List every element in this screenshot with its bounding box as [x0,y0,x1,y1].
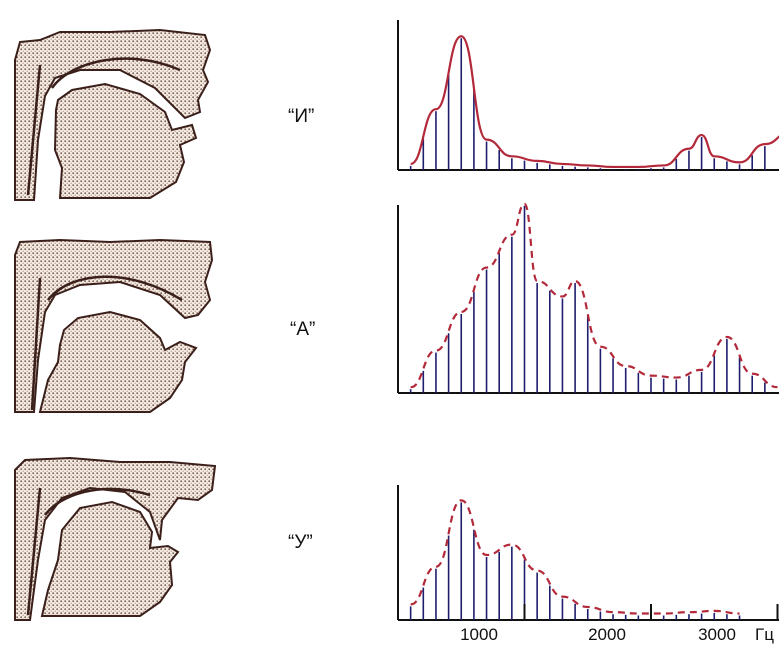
vowel-label-u: “У” [288,532,313,553]
tongue-tissue [38,310,198,413]
spectral-envelope [410,499,740,615]
spectrum-a [397,202,779,394]
vocal-tract-profile-a [14,238,214,413]
palate-contour [26,487,151,616]
tongue-tissue [40,500,180,617]
palate-tissue [14,238,214,413]
spectrum-u [397,485,779,621]
tick-label-2000: 2000 [588,625,626,644]
spectral-envelope [410,202,778,389]
vowel-label-a: “А” [290,319,315,340]
vocal-tract-profile-u [14,456,217,621]
spectral-envelope [410,35,779,169]
tongue-tissue [53,82,198,199]
palate-tissue [14,28,212,201]
vowel-label-i: “И” [288,106,314,127]
tick-label-3000: 3000 [698,625,736,644]
palate-tissue [14,456,217,621]
tick-label-1000: 1000 [460,625,498,644]
axis-unit-label: Гц [755,625,774,644]
palate-contour [30,275,183,411]
palate-contour [26,57,181,196]
spectrum-i [397,20,779,171]
vocal-tract-profile-i [14,28,212,201]
